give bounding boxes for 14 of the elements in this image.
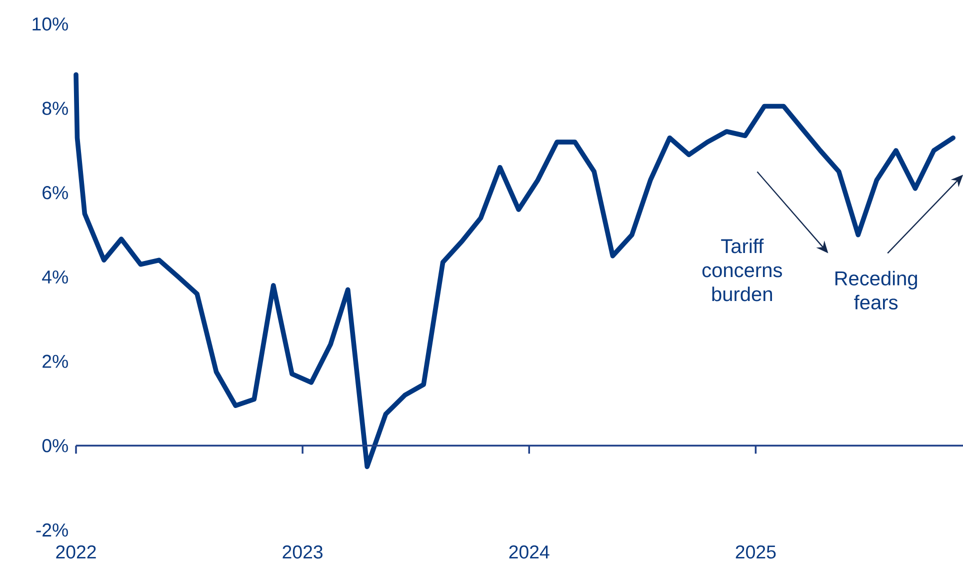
y-tick-label: 10%	[32, 17, 68, 31]
annotation: Tariff concerns burden	[702, 238, 782, 302]
y-tick-label: 2%	[42, 354, 68, 368]
y-tick-label: 8%	[42, 102, 68, 115]
y-tick-label: 0%	[42, 439, 68, 452]
line-series	[74, 72, 956, 470]
annotation: Receding fears	[835, 270, 918, 310]
x-tick-label: 2022	[56, 545, 96, 559]
y-tick-label: 4%	[42, 270, 68, 284]
x-tick-label: 2025	[736, 545, 776, 559]
x-tick-label: 2023	[282, 545, 322, 559]
y-tick-label: 6%	[42, 186, 68, 200]
x-tick-label: 2024	[509, 545, 550, 559]
y-tick-label: -2%	[36, 523, 68, 537]
